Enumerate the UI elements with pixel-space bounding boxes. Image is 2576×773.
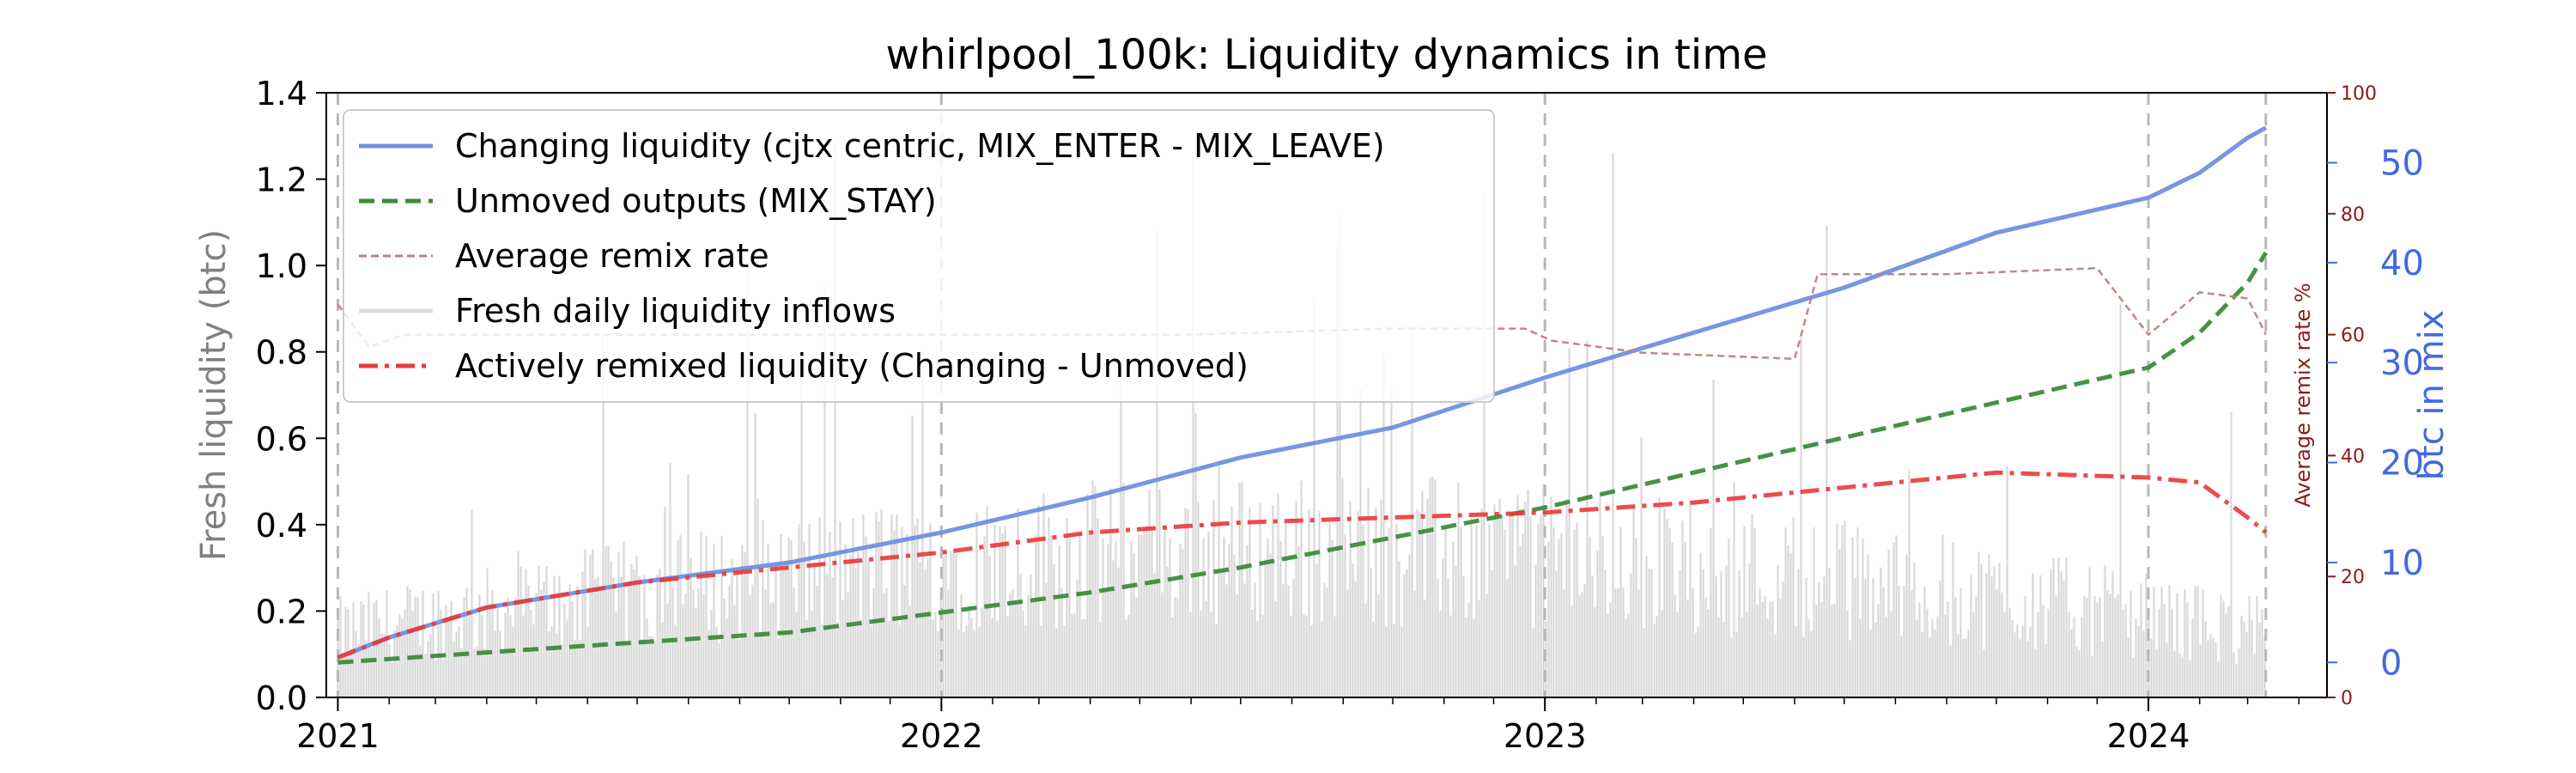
x-tick-label: 2022 — [900, 717, 983, 755]
x-tick-label: 2024 — [2107, 717, 2190, 755]
y-left-tick-label: 0.0 — [256, 679, 307, 717]
legend-label: Changing liquidity (cjtx centric, MIX_EN… — [455, 127, 1385, 165]
x-tick-label: 2021 — [296, 717, 380, 755]
y-outer-tick-label: 0 — [2380, 643, 2402, 683]
legend-label: Actively remixed liquidity (Changing - U… — [455, 347, 1249, 385]
y-inner-tick-label: 40 — [2341, 446, 2365, 467]
y-inner-tick-label: 60 — [2341, 326, 2365, 347]
legend-label: Fresh daily liquidity inflows — [455, 292, 896, 330]
x-tick-label: 2023 — [1504, 717, 1587, 755]
chart-title: whirlpool_100k: Liquidity dynamics in ti… — [886, 31, 1768, 79]
y-axis-btc-label: btc in mix — [2412, 310, 2451, 481]
y-inner-tick-label: 0 — [2341, 688, 2353, 709]
y-left-tick-label: 0.4 — [256, 507, 307, 545]
y-left-tick-label: 1.2 — [256, 161, 307, 199]
y-outer-tick-label: 10 — [2380, 544, 2424, 583]
series-line — [337, 470, 2268, 660]
y-inner-tick-label: 80 — [2341, 204, 2365, 226]
axes: 0.0 0.2 0.4 0.6 0.8 1.0 1.2 1.4 0 20 40 60 80 100 0 10 2… — [256, 75, 2424, 755]
y-inner-tick-label: 20 — [2341, 567, 2365, 588]
year-markers — [336, 93, 2268, 697]
y-outer-tick-label: 30 — [2380, 344, 2424, 383]
plot-frame — [325, 92, 2328, 698]
y-axis-remix-label: Average remix rate % — [2291, 283, 2315, 507]
legend-label: Unmoved outputs (MIX_STAY) — [455, 182, 937, 220]
legend-label: Average remix rate — [455, 237, 769, 275]
y-outer-tick-label: 20 — [2380, 444, 2424, 484]
y-left-tick-label: 1.4 — [256, 75, 307, 113]
legend: Changing liquidity (cjtx centric, MIX_EN… — [343, 109, 1495, 403]
legend-box — [343, 109, 1495, 403]
y-axis-left-label: Fresh liquidity (btc) — [194, 229, 234, 561]
y-outer-tick-label: 50 — [2380, 143, 2424, 183]
y-left-tick-label: 1.0 — [256, 247, 307, 285]
series-line — [337, 251, 2268, 665]
y-left-tick-label: 0.8 — [256, 334, 307, 372]
y-left-tick-label: 0.2 — [256, 593, 307, 630]
y-outer-tick-label: 40 — [2380, 244, 2424, 283]
y-left-tick-label: 0.6 — [256, 420, 307, 458]
y-inner-tick-label: 100 — [2341, 83, 2377, 105]
